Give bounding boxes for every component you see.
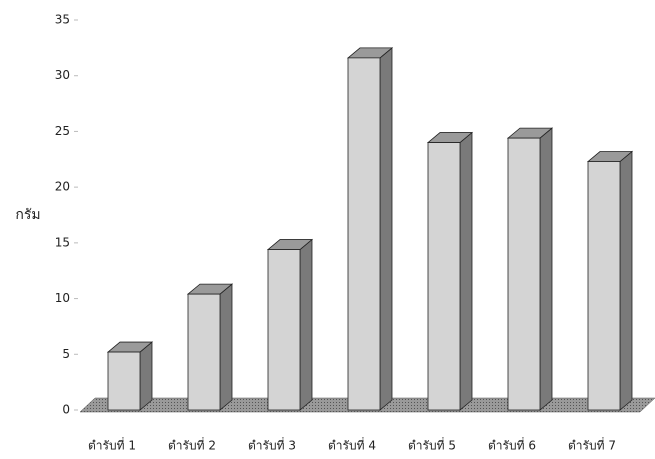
x-tick-label: ตำรับที่ 7 xyxy=(568,437,616,453)
x-tick-label: ตำรับที่ 3 xyxy=(248,437,296,453)
bar-face xyxy=(539,127,553,411)
bar xyxy=(586,150,634,411)
x-tick-label: ตำรับที่ 1 xyxy=(88,437,136,453)
bar-face xyxy=(347,57,381,411)
y-tick-label: 35 xyxy=(55,13,70,27)
y-tick-label: 20 xyxy=(55,180,70,194)
bar xyxy=(186,283,234,411)
y-tick-label: 10 xyxy=(55,291,70,305)
bar-face xyxy=(267,249,301,411)
y-tick-label: 5 xyxy=(62,347,70,361)
bar-face xyxy=(507,137,541,411)
bar xyxy=(426,131,474,411)
y-axis-label: กรัม xyxy=(15,207,40,223)
y-tick-label: 15 xyxy=(55,235,70,249)
bar xyxy=(346,47,394,411)
bar-face xyxy=(587,161,621,411)
x-tick-label: ตำรับที่ 4 xyxy=(328,437,376,453)
bar-face xyxy=(379,47,393,411)
bar-face xyxy=(219,283,233,411)
bar-face xyxy=(459,131,473,411)
bar-face xyxy=(139,341,153,411)
y-tick-label: 25 xyxy=(55,124,70,138)
bar-face xyxy=(107,351,141,411)
x-tick-label: ตำรับที่ 2 xyxy=(168,437,216,453)
bar-face xyxy=(187,293,221,411)
bar-face xyxy=(299,238,313,411)
bar-face xyxy=(427,142,461,411)
bar xyxy=(506,127,554,411)
y-tick-label: 30 xyxy=(55,68,70,82)
x-tick-label: ตำรับที่ 6 xyxy=(488,437,536,453)
x-tick-label: ตำรับที่ 5 xyxy=(408,437,456,453)
bar xyxy=(106,341,154,411)
bar-face xyxy=(619,150,633,411)
y-tick-label: 0 xyxy=(62,403,70,417)
bar xyxy=(266,238,314,411)
